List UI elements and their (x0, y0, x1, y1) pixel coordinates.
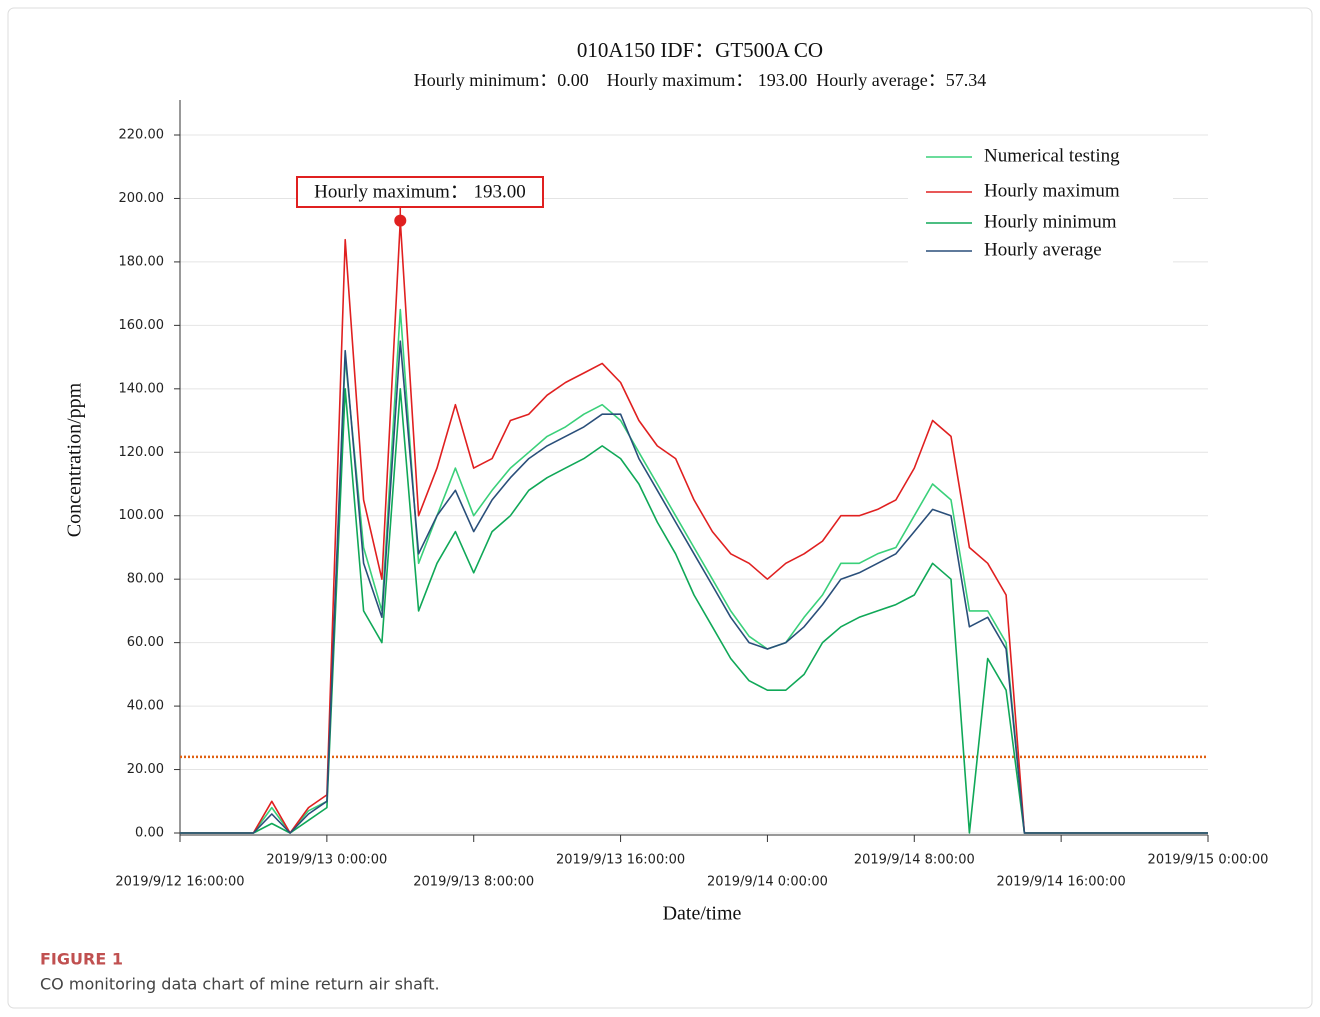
x-axis-label: Date/time (663, 903, 742, 925)
y-tick-label: 60.00 (127, 635, 164, 650)
y-tick-label: 160.00 (119, 318, 165, 333)
chart-subtitle: Hourly minimum：0.00 Hourly maximum： 193.… (414, 70, 986, 90)
y-tick-label: 20.00 (127, 762, 164, 777)
y-tick-label: 220.00 (119, 128, 165, 143)
y-tick-label: 120.00 (119, 445, 165, 460)
x-tick-label: 2019/9/13 8:00:00 (413, 875, 534, 890)
y-tick-label: 180.00 (119, 254, 165, 269)
legend-label: Hourly average (984, 239, 1102, 260)
y-tick-label: 40.00 (127, 699, 164, 714)
y-tick-label: 80.00 (127, 572, 164, 587)
legend-label: Hourly maximum (984, 180, 1120, 201)
legend-label: Numerical testing (984, 145, 1120, 166)
annotation-box (296, 176, 544, 208)
annotation-point (394, 214, 407, 227)
x-tick-label: 2019/9/15 0:00:00 (1148, 853, 1269, 868)
y-tick-label: 0.00 (135, 826, 164, 841)
legend-box (908, 138, 1173, 264)
annotation-text: Hourly maximum： 193.00 (314, 181, 526, 202)
caption-text: CO monitoring data chart of mine return … (40, 975, 440, 994)
chart-title: 010A150 IDF：GT500A CO (577, 38, 823, 62)
y-tick-label: 100.00 (119, 508, 165, 523)
y-tick-label: 200.00 (119, 191, 165, 206)
y-axis-label: Concentration/ppm (64, 382, 86, 537)
legend-label: Hourly minimum (984, 211, 1117, 232)
x-tick-label: 2019/9/13 16:00:00 (556, 853, 685, 868)
x-tick-label: 2019/9/13 0:00:00 (266, 853, 387, 868)
x-tick-label: 2019/9/12 16:00:00 (115, 875, 244, 890)
x-tick-label: 2019/9/14 0:00:00 (707, 875, 828, 890)
series-line (180, 340, 1208, 834)
x-tick-label: 2019/9/14 16:00:00 (997, 875, 1126, 890)
x-tick-label: 2019/9/14 8:00:00 (854, 853, 975, 868)
y-tick-label: 140.00 (119, 381, 165, 396)
caption-label: FIGURE 1 (40, 950, 123, 969)
